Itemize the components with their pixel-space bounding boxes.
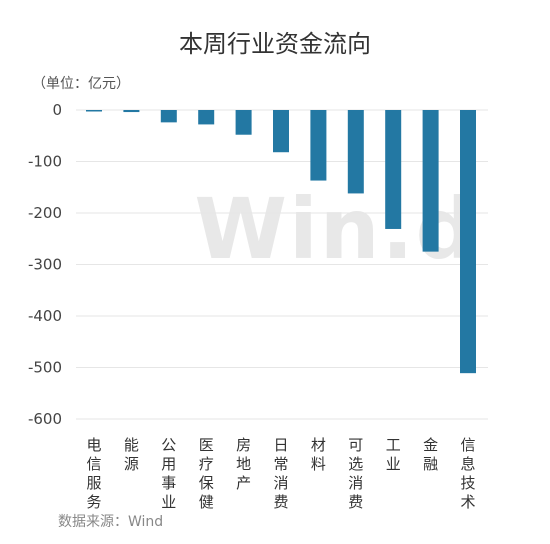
bar [160,110,177,123]
bar [86,110,102,112]
bar [385,110,402,229]
x-category-label: 工业 [386,436,401,473]
y-tick-label: -600 [28,410,62,428]
bar [235,110,252,135]
source-note: 数据来源：Wind [58,514,163,530]
bar [273,110,289,153]
bar [198,110,215,125]
x-category-label: 电信服务 [86,436,101,511]
x-category-label: 信息技术 [460,436,475,511]
bar [460,110,476,374]
x-category-label: 金融 [423,436,438,473]
x-category-label: 医疗保健 [199,436,214,511]
x-category-label: 能源 [124,436,139,473]
y-tick-label: -400 [28,307,62,325]
y-tick-label: -200 [28,204,62,222]
bars [86,110,476,374]
x-category-label: 房地产 [236,436,251,492]
x-category-label: 可选消费 [348,436,363,511]
y-tick-label: -100 [28,153,62,171]
x-category-label: 材料 [311,436,326,473]
gridlines [76,109,488,420]
bar [422,110,439,252]
y-tick-label: -300 [28,256,62,274]
y-axis-ticks: 0 -100 -200 -300 -400 -500 -600 [28,101,62,428]
x-category-label: 公用事业 [161,436,176,511]
unit-label: （单位：亿元） [32,76,130,92]
bar [310,110,327,181]
x-category-label: 日常消费 [273,436,288,511]
bar [347,110,364,194]
y-tick-label: -500 [28,359,62,377]
chart-title: 本周行业资金流向 [179,30,371,58]
bar [123,110,140,113]
y-tick-label: 0 [52,101,62,119]
